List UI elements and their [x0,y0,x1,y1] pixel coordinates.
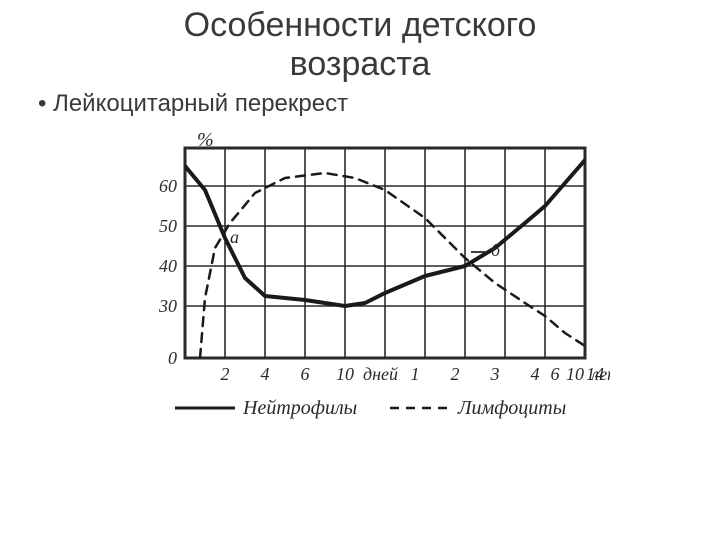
bullet-text: Лейкоцитарный перекрест [53,90,348,117]
svg-text:Нейтрофилы: Нейтрофилы [242,397,357,419]
svg-text:2: 2 [221,364,230,384]
svg-text:лет: лет [590,364,610,384]
svg-text:а: а [230,227,239,247]
svg-text:6: 6 [551,364,560,384]
svg-text:4: 4 [261,364,270,384]
svg-text:1: 1 [411,364,420,384]
title-line-2: возраста [290,45,431,83]
svg-text:50: 50 [159,216,177,236]
svg-text:%: % [197,129,214,151]
slide-title: Особенности детского возраста [0,0,720,84]
svg-text:б: б [491,240,501,260]
bullet-item: Лейкоцитарный перекрест [38,90,720,118]
svg-text:30: 30 [158,296,177,316]
svg-text:дней: дней [363,364,398,384]
chart-svg: %03040506024610дней123461014летабНейтроф… [110,128,610,458]
chart-container: %03040506024610дней123461014летабНейтроф… [110,128,610,458]
svg-text:Лимфоциты: Лимфоциты [457,397,566,419]
svg-text:60: 60 [159,176,177,196]
svg-text:4: 4 [531,364,540,384]
svg-text:2: 2 [451,364,460,384]
title-line-1: Особенности детского [184,6,537,44]
slide: Особенности детского возраста Лейкоцитар… [0,0,720,540]
svg-text:10: 10 [336,364,354,384]
svg-text:10: 10 [566,364,584,384]
svg-text:3: 3 [490,364,500,384]
svg-text:0: 0 [168,348,177,368]
svg-text:40: 40 [159,256,177,276]
svg-text:6: 6 [301,364,310,384]
